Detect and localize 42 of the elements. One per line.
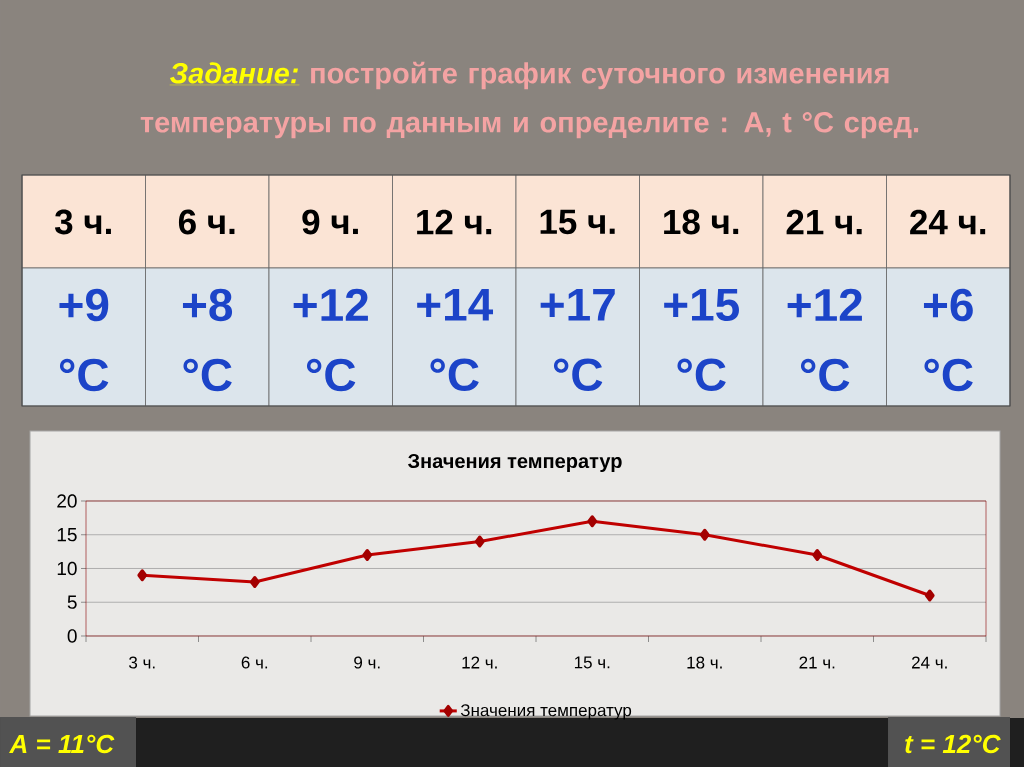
text: A = 11°C (9, 734, 115, 754)
y-tick-label: 10 (57, 561, 77, 576)
category-label: 3 ч. (54, 209, 111, 235)
legend-label: Значения температур (460, 704, 632, 720)
y-tick-label: 20 (57, 494, 77, 508)
x-tick-label: 9 ч. (354, 656, 380, 669)
text: +14 °C (417, 288, 494, 392)
chart-title: Задание: постройте график суточного изменения температуры по данным и определите : A, t °C сред. (140, 61, 919, 139)
x-tick-label: 18 ч. (687, 656, 722, 669)
x-tick-label: 12 ч. (462, 656, 497, 669)
category-label: 12 ч. (417, 209, 492, 235)
point (474, 535, 485, 548)
y-tick-label: 5 (67, 595, 77, 609)
x-tick-label: 21 ч. (799, 656, 835, 669)
category-label: 18 ч. (664, 209, 739, 235)
point (137, 569, 148, 582)
x-tick-label: 6 ч. (241, 656, 268, 669)
category-label: 24 ч. (910, 209, 986, 235)
chart-subtitle: Значения температур (408, 453, 622, 473)
text: +9 °C (59, 288, 109, 392)
x-tick-label: 24 ч. (912, 656, 947, 669)
text: +17 °C (540, 288, 615, 392)
text: +8 °C (182, 288, 233, 392)
category-label: 9 ч. (302, 209, 358, 235)
text: t = 12°C (905, 734, 1001, 754)
y-tick-label: 0 (67, 629, 77, 643)
x-tick-label: 3 ч. (129, 656, 155, 669)
category-label: 6 ч. (178, 209, 235, 235)
text: +12 °C (787, 288, 862, 392)
point (812, 548, 823, 561)
point (249, 575, 260, 588)
text: +15 °C (664, 288, 739, 392)
category-label: 21 ч. (786, 209, 862, 235)
text: +6 °C (923, 288, 973, 392)
point (362, 548, 373, 561)
x-tick-label: 15 ч. (574, 656, 610, 669)
point (699, 528, 710, 541)
point (924, 589, 935, 602)
text: +12 °C (293, 288, 368, 392)
y-tick-label: 15 (57, 528, 77, 542)
category-label: 15 ч. (540, 209, 615, 235)
point (587, 515, 598, 528)
